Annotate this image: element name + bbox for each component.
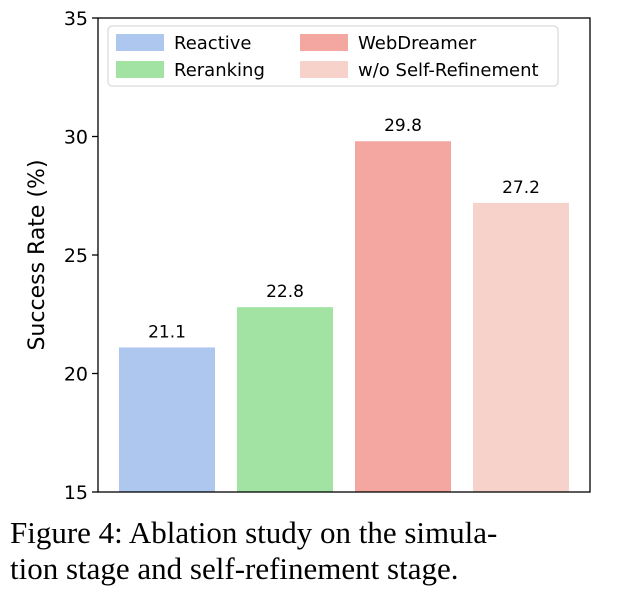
bar-webdreamer xyxy=(355,141,451,493)
plot-frame xyxy=(97,17,591,493)
y-tick-label-30: 30 xyxy=(64,127,88,149)
legend-swatch-4 xyxy=(300,61,348,78)
legend-label-3: WebDreamer xyxy=(358,33,477,54)
bar-value-label-1: 21.1 xyxy=(148,322,186,342)
bar-w-o-self-refinement xyxy=(473,202,569,493)
y-tick-label-35: 35 xyxy=(64,8,88,30)
bar-value-label-4: 27.2 xyxy=(502,178,540,198)
bar-value-label-3: 29.8 xyxy=(384,116,422,136)
legend: Reactive Reranking WebDreamer w/o Self-Refi… xyxy=(107,25,559,87)
y-axis: 15 20 25 30 35 xyxy=(64,8,98,504)
bar-value-label-2: 22.8 xyxy=(266,282,304,302)
bar-reranking xyxy=(237,307,333,492)
y-axis-label: Success Rate (%) xyxy=(25,159,50,350)
bars-group xyxy=(119,141,569,493)
legend-swatch-2 xyxy=(116,61,164,78)
legend-label-2: Reranking xyxy=(174,60,265,81)
y-tick-label-25: 25 xyxy=(64,245,88,267)
y-tick-label-15: 15 xyxy=(64,482,88,504)
y-tick-label-20: 20 xyxy=(64,364,88,386)
legend-frame xyxy=(107,25,559,87)
legend-swatch-3 xyxy=(300,34,348,51)
figure-caption: Figure 4: Ablation study on the simula- … xyxy=(10,515,610,587)
bar-value-labels: 21.1 22.8 29.8 27.2 xyxy=(148,116,540,342)
bar-chart: 21.1 22.8 29.8 27.2 15 20 25 30 35 Success Rate… xyxy=(25,8,591,504)
caption-line-2: tion stage and self-refinement stage. xyxy=(10,551,459,586)
caption-line-1: Figure 4: Ablation study on the simula- xyxy=(10,515,498,550)
legend-label-4: w/o Self-Refinement xyxy=(358,60,539,81)
legend-swatch-1 xyxy=(116,34,164,51)
bar-reactive xyxy=(119,347,215,492)
legend-label-1: Reactive xyxy=(174,33,251,54)
